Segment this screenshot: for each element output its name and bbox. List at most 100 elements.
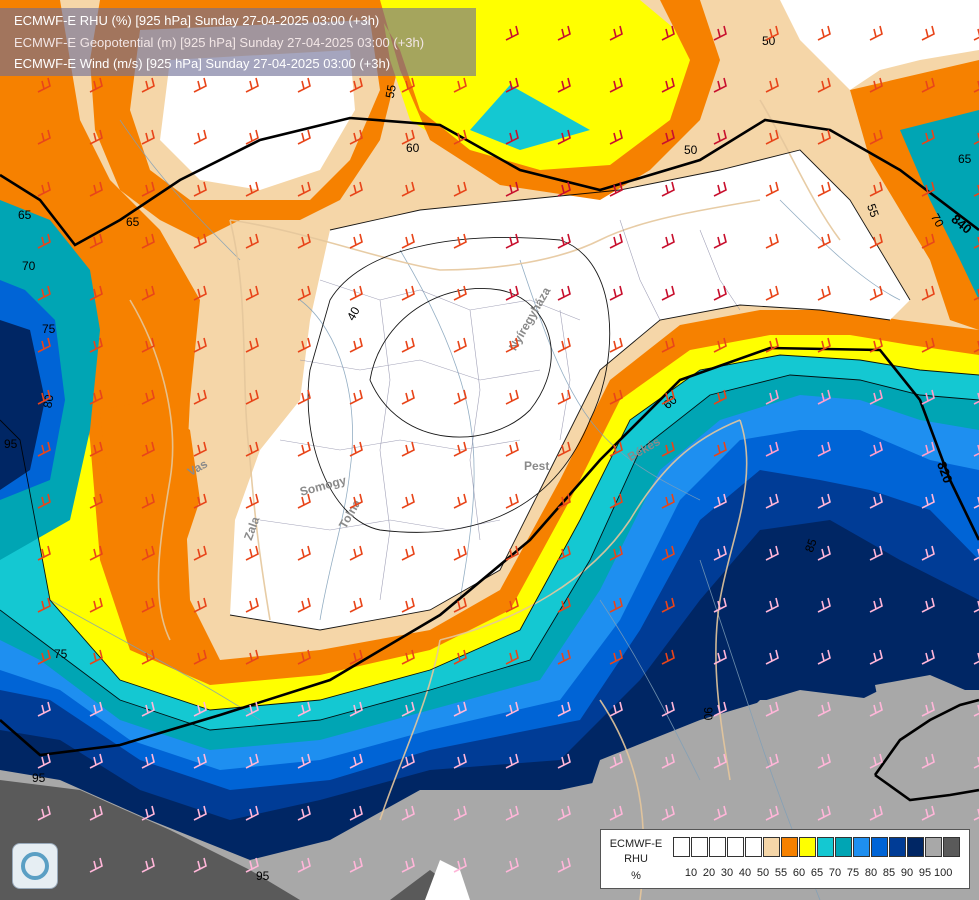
wind-barb-icon: [297, 233, 311, 249]
wind-barb-icon: [817, 129, 831, 145]
wind-barb-icon: [245, 753, 259, 769]
wind-barb-icon: [713, 77, 727, 93]
wind-barb-icon: [713, 233, 727, 249]
rhu-band-west-teal: [0, 200, 100, 560]
wind-barb-icon: [817, 25, 831, 41]
wind-barb-icon: [141, 389, 155, 405]
wind-barb-icon: [661, 389, 675, 405]
wind-barb-icon: [245, 857, 259, 873]
wind-barb-icon: [505, 129, 519, 145]
contour-label: 65: [126, 215, 140, 229]
wind-barb-icon: [765, 285, 779, 301]
wind-barb-icon: [609, 545, 623, 561]
wind-barb-icon: [141, 129, 155, 145]
wind-barb-icon: [297, 285, 311, 301]
wind-barb-icon: [869, 545, 883, 561]
wind-barb-icon: [817, 77, 831, 93]
wind-barb-icon: [921, 545, 935, 561]
wind-barb-icon: [89, 805, 103, 821]
wind-barb-icon: [349, 181, 363, 197]
wind-barb-icon: [557, 493, 571, 509]
wind-barb-icon: [973, 808, 979, 821]
wind-barb-icon: [141, 77, 155, 93]
legend-tick: 95: [918, 867, 932, 879]
wind-barb-icon: [765, 701, 779, 717]
wind-barb-icon: [609, 337, 623, 353]
wind-barb-icon: [765, 25, 779, 41]
wind-barb-icon: [401, 337, 415, 353]
wind-barb-icon: [921, 701, 935, 717]
wind-barb-icon: [921, 493, 935, 509]
wind-barb-icon: [557, 805, 571, 821]
wind-barb-icon: [193, 441, 207, 457]
wind-barb-icon: [401, 753, 415, 769]
wind-barb-icon: [817, 753, 831, 769]
wind-barb-icon: [89, 597, 103, 613]
wind-barb-icon: [37, 493, 51, 509]
wind-barb-icon: [193, 597, 207, 613]
wind-barb-icon: [245, 389, 259, 405]
contour-label: 85: [802, 537, 820, 555]
legend-swatches: [673, 837, 961, 857]
wind-barb-icon: [401, 649, 415, 665]
wind-barb-icon: [37, 389, 51, 405]
wind-barb-icon: [297, 805, 311, 821]
wind-barb-icon: [557, 857, 571, 873]
wind-barb-icon: [505, 753, 519, 769]
wind-barb-icon: [89, 545, 103, 561]
wind-barb-icon: [921, 25, 935, 41]
wind-barb-icon: [921, 77, 935, 93]
wind-barb-icon: [765, 233, 779, 249]
wind-barb-icon: [453, 233, 467, 249]
wind-barb-icon: [245, 233, 259, 249]
wind-barb-icon: [661, 25, 675, 41]
wind-barb-icon: [817, 701, 831, 717]
wind-barb-icon: [245, 493, 259, 509]
wind-barb-icon: [661, 337, 675, 353]
wind-barb-icon: [505, 701, 519, 717]
country-borders: [129, 99, 841, 900]
legend-swatch: [763, 837, 780, 857]
wind-barb-icon: [973, 340, 979, 353]
wind-barb-icon: [401, 441, 415, 457]
wind-barb-icon: [557, 753, 571, 769]
wind-barb-icon: [869, 77, 883, 93]
wind-barb-icon: [921, 597, 935, 613]
rhu-contours: [0, 149, 979, 731]
wind-barb-icon: [609, 441, 623, 457]
wind-barb-icon: [141, 545, 155, 561]
legend-tick: 20: [702, 867, 716, 879]
wind-barb-icon: [609, 233, 623, 249]
wind-barb-icon: [973, 548, 979, 561]
wind-barb-icon: [609, 77, 623, 93]
legend-swatch: [691, 837, 708, 857]
wind-barb-icon: [921, 805, 935, 821]
wind-barb-icon: [869, 753, 883, 769]
wind-barb-icon: [349, 129, 363, 145]
wind-barb-icon: [661, 441, 675, 457]
wind-barb-icon: [141, 493, 155, 509]
wind-barb-icon: [505, 77, 519, 93]
wind-barb-icon: [817, 649, 831, 665]
wind-barb-icon: [245, 701, 259, 717]
wind-barb-icon: [401, 545, 415, 561]
wind-barb-icon: [505, 597, 519, 613]
legend-swatch: [817, 837, 834, 857]
contour-label: 65: [958, 152, 972, 166]
wind-barb-icon: [765, 129, 779, 145]
wind-barb-icon: [973, 80, 979, 93]
wind-barb-icon: [297, 649, 311, 665]
wind-barb-icon: [765, 441, 779, 457]
wind-barb-icon: [765, 597, 779, 613]
wind-barb-icon: [453, 753, 467, 769]
wind-barb-icon: [505, 493, 519, 509]
wind-barb-icon: [245, 649, 259, 665]
wind-barb-icon: [37, 753, 51, 769]
wind-barb-icon: [401, 597, 415, 613]
wind-barb-icon: [557, 233, 571, 249]
wind-barb-icon: [37, 649, 51, 665]
wind-barb-icon: [973, 392, 979, 405]
wind-barb-icon: [557, 129, 571, 145]
wind-barb-icon: [505, 545, 519, 561]
